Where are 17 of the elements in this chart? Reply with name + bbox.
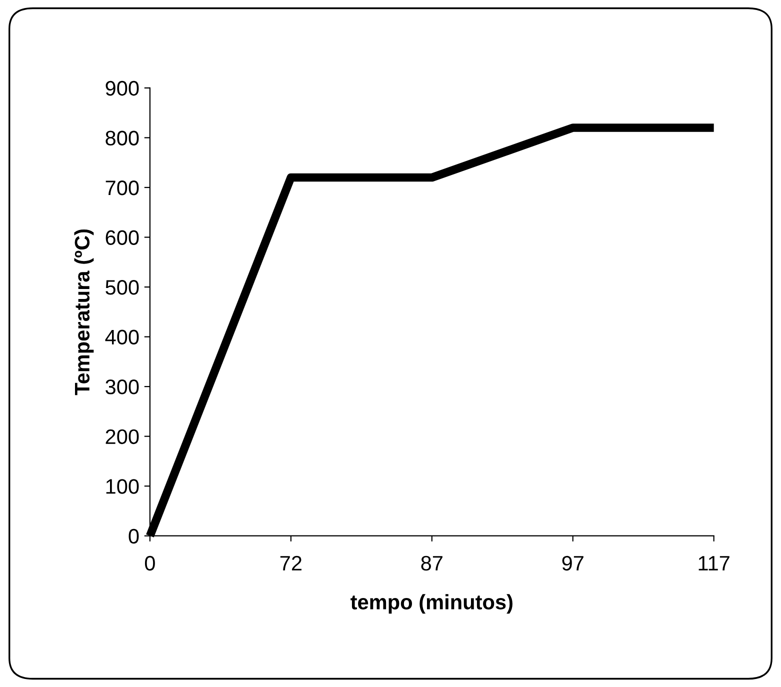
y-tick-label: 900 <box>106 80 139 96</box>
y-tick-label: 300 <box>106 380 139 394</box>
x-tick-label: 0 <box>144 556 155 571</box>
x-tick-label: 72 <box>280 556 302 570</box>
y-tick-label: 500 <box>106 280 139 295</box>
x-tick-label: 87 <box>421 556 442 571</box>
y-axis-title: Temperatura (ºC) <box>74 229 94 396</box>
y-tick-label: 100 <box>106 479 139 494</box>
x-tick-label: 97 <box>562 556 584 571</box>
y-tick-label: 700 <box>106 180 139 196</box>
y-tick-label: 600 <box>106 230 139 245</box>
y-tick-label: 800 <box>106 130 139 146</box>
x-axis-title: tempo (minutos) <box>350 594 512 614</box>
x-tick-label: 117 <box>698 556 730 570</box>
y-tick-label: 400 <box>105 330 139 345</box>
y-tick-label: 0 <box>128 528 139 544</box>
y-tick-label: 200 <box>106 429 139 444</box>
